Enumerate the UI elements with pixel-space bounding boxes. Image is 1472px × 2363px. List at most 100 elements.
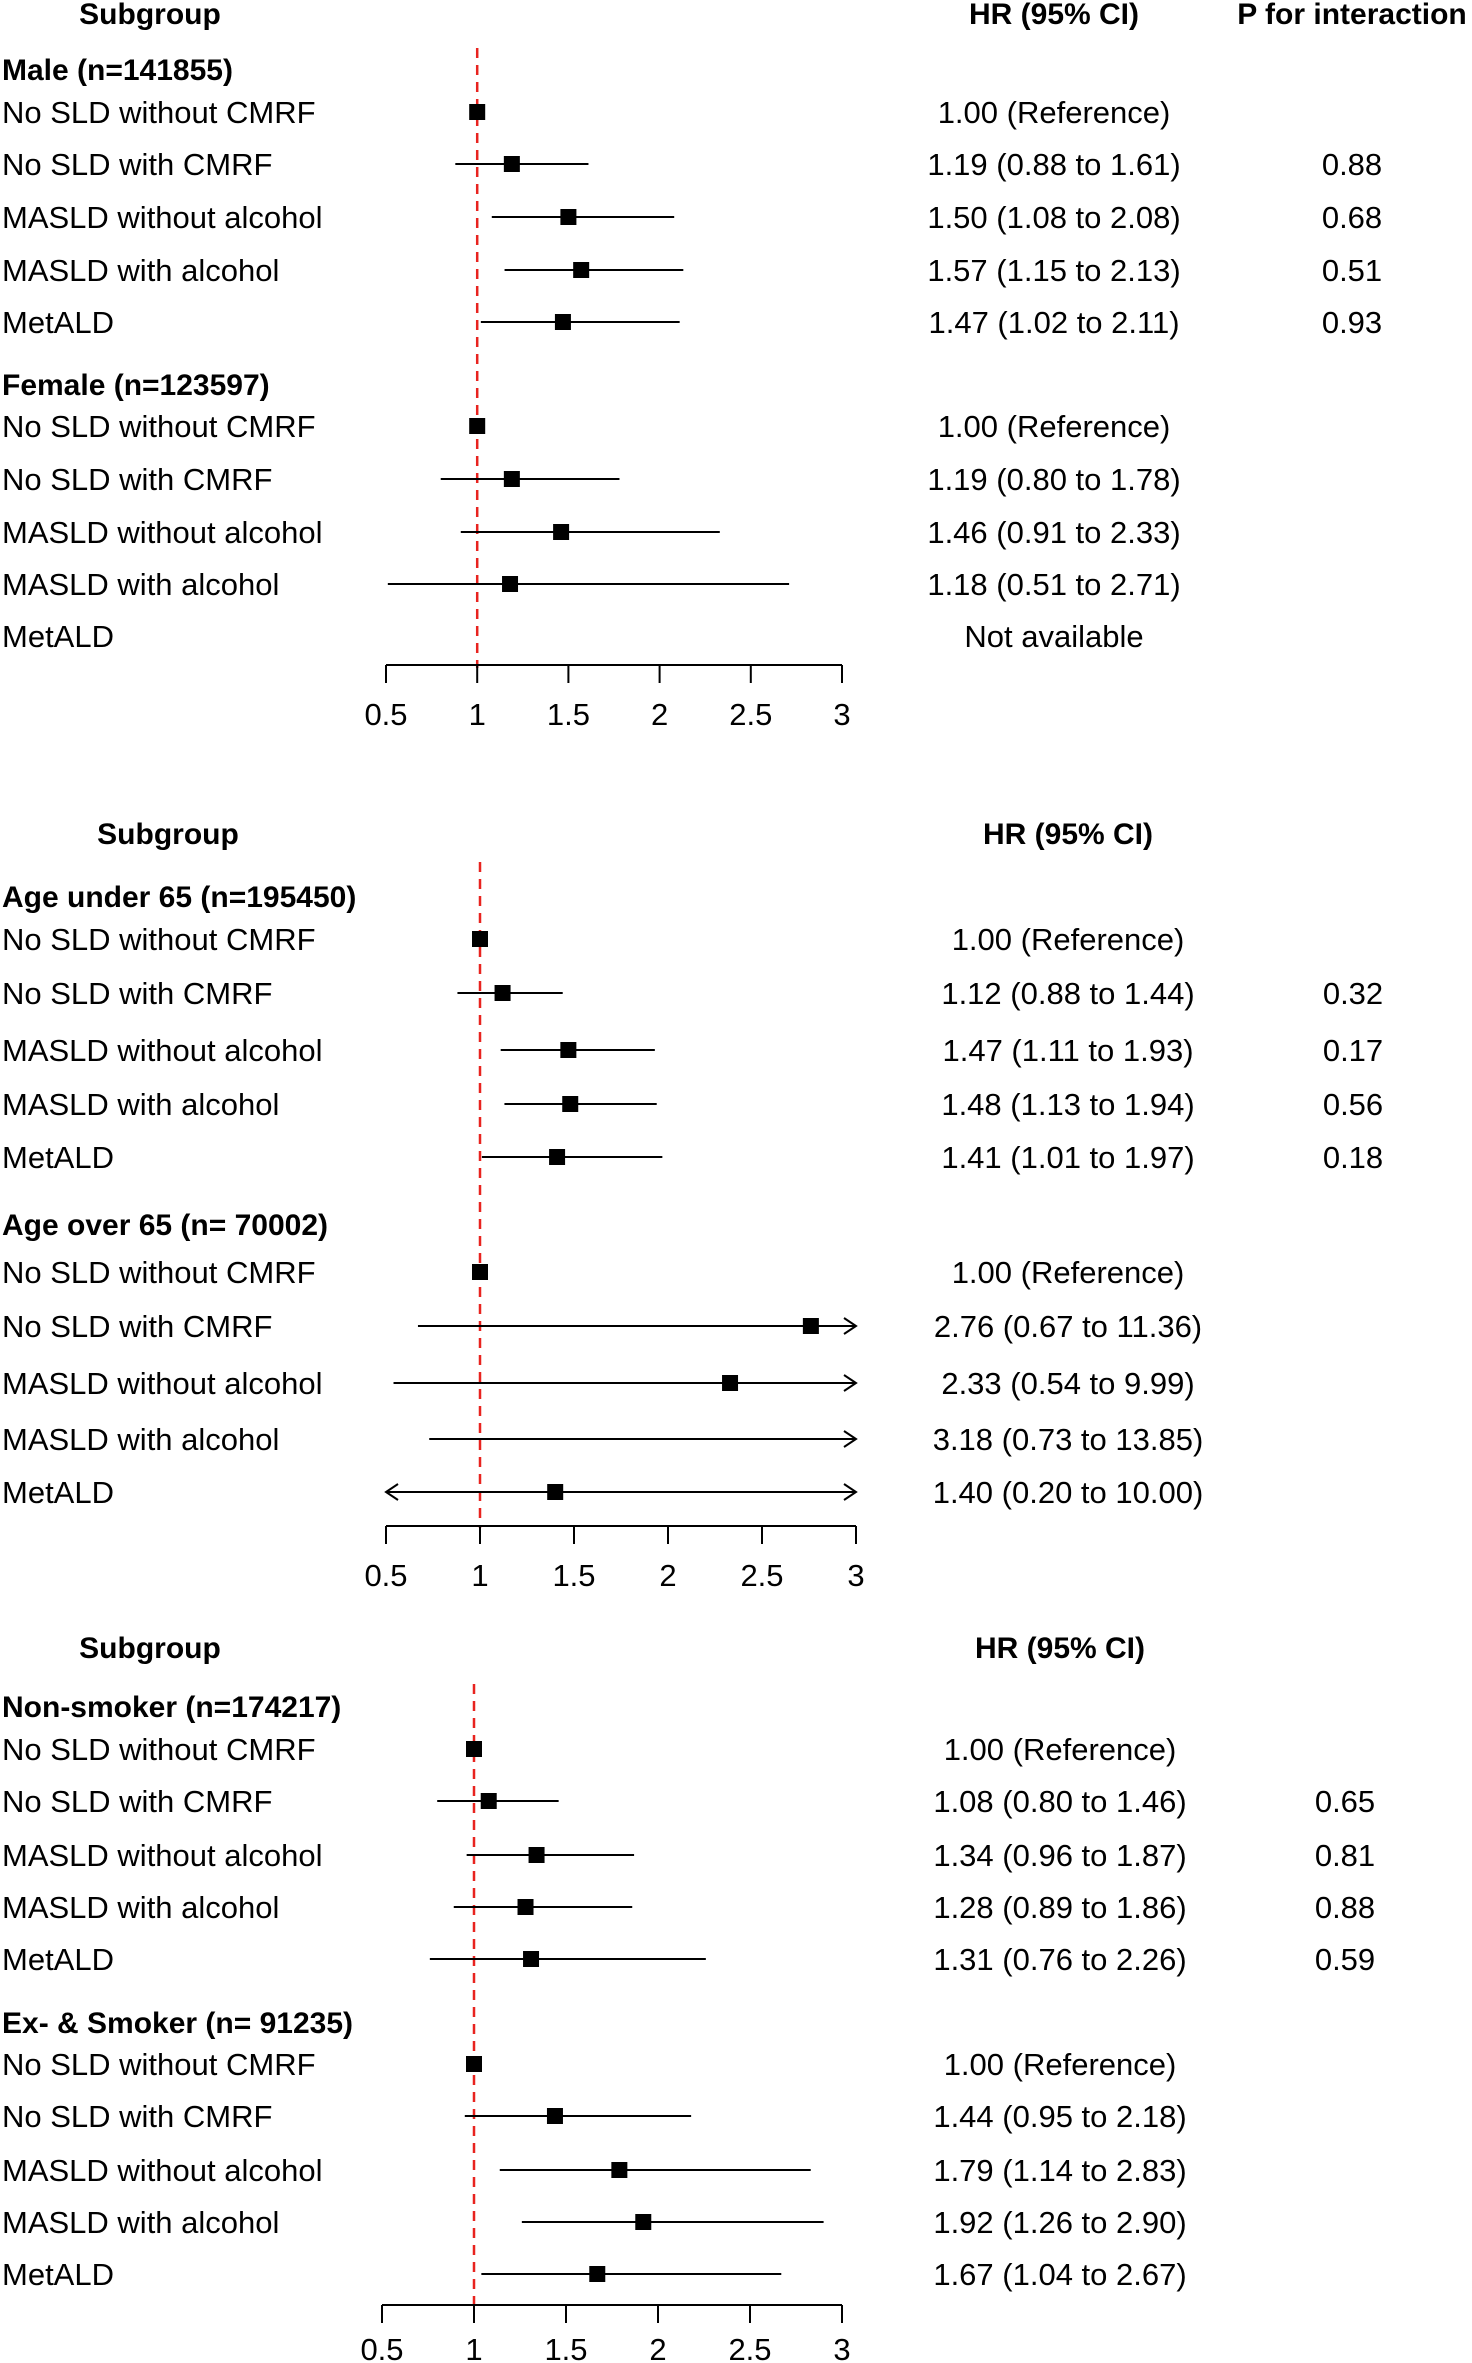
row-label: MASLD with alcohol xyxy=(2,1422,279,1457)
row-label: MASLD with alcohol xyxy=(2,1890,279,1925)
hr-ci-text: 1.00 (Reference) xyxy=(944,1732,1177,1767)
p-value: 0.59 xyxy=(1315,1942,1375,1977)
forest-row: No SLD without CMRF 1.00 (Reference) xyxy=(2,409,1170,444)
hr-marker xyxy=(466,2056,482,2072)
forest-row: MASLD with alcohol 1.28 (0.89 to 1.86) 0.8… xyxy=(2,1890,1375,1925)
hr-ci-text: 1.08 (0.80 to 1.46) xyxy=(933,1784,1186,1819)
row-label: No SLD with CMRF xyxy=(2,462,272,497)
hr-marker xyxy=(546,2108,563,2124)
row-label: MASLD without alcohol xyxy=(2,1033,323,1068)
x-tick-label: 0.5 xyxy=(364,1558,407,1593)
hr-ci-text: 1.41 (1.01 to 1.97) xyxy=(941,1140,1194,1175)
forest-row: No SLD without CMRF 1.00 (Reference) xyxy=(2,95,1170,130)
hr-marker xyxy=(722,1375,739,1391)
ci-arrow-right xyxy=(843,1374,858,1392)
row-label: No SLD without CMRF xyxy=(2,409,316,444)
hr-ci-text: 1.00 (Reference) xyxy=(952,1255,1185,1290)
ci-arrow-right xyxy=(843,1430,858,1448)
group-label: Non-smoker (n=174217) xyxy=(2,1691,341,1724)
forest-row: MASLD without alcohol 1.34 (0.96 to 1.87)… xyxy=(2,1838,1375,1873)
hr-ci-text: 1.00 (Reference) xyxy=(938,95,1171,130)
hr-ci-text: 1.19 (0.80 to 1.78) xyxy=(927,462,1180,497)
hr-ci-text: 1.28 (0.89 to 1.86) xyxy=(933,1890,1186,1925)
hr-ci-text: Not available xyxy=(964,619,1143,654)
forest-row: MASLD without alcohol 1.46 (0.91 to 2.33) xyxy=(2,515,1181,550)
p-interaction-header: P for interaction xyxy=(1237,0,1466,31)
hr-ci-text: 1.46 (0.91 to 2.33) xyxy=(927,515,1180,550)
hr-ci-text: 1.18 (0.51 to 2.71) xyxy=(927,567,1180,602)
hr-ci-text: 1.34 (0.96 to 1.87) xyxy=(933,1838,1186,1873)
p-value: 0.56 xyxy=(1323,1087,1383,1122)
forest-row: No SLD with CMRF 1.19 (0.88 to 1.61) 0.88 xyxy=(2,147,1382,182)
x-tick-label: 0.5 xyxy=(364,697,407,732)
forest-row: MASLD with alcohol 1.57 (1.15 to 2.13) 0.5… xyxy=(2,253,1382,288)
hr-ci-text: 1.00 (Reference) xyxy=(952,922,1185,957)
forest-row: MetALD 1.47 (1.02 to 2.11) 0.93 xyxy=(2,305,1382,340)
forest-row: No SLD with CMRF 1.44 (0.95 to 2.18) xyxy=(2,2099,1187,2134)
p-value: 0.51 xyxy=(1322,253,1382,288)
hr-marker xyxy=(554,314,571,330)
forest-row: MetALD Not available xyxy=(2,619,1144,654)
p-value: 0.88 xyxy=(1315,1890,1375,1925)
x-axis: 0.5 1 1.5 2 2.5 3 xyxy=(364,1525,865,1593)
ci-arrow-right xyxy=(843,1317,858,1335)
forest-row: MASLD without alcohol 1.79 (1.14 to 2.83) xyxy=(2,2153,1187,2188)
hr-marker xyxy=(549,1149,566,1165)
x-tick-label: 0.5 xyxy=(360,2332,403,2363)
subgroup-header: Subgroup xyxy=(97,818,239,851)
forest-panel-3: Subgroup HR (95% CI) Non-smoker (n=174217)… xyxy=(2,1632,1375,2363)
row-label: No SLD with CMRF xyxy=(2,1309,272,1344)
forest-row: MASLD with alcohol 3.18 (0.73 to 13.85) xyxy=(2,1422,1203,1457)
hr-ci-text: 1.92 (1.26 to 2.90) xyxy=(933,2205,1186,2240)
x-tick-label: 1.5 xyxy=(547,697,590,732)
x-tick-label: 1 xyxy=(465,2332,482,2363)
row-label: No SLD with CMRF xyxy=(2,2099,272,2134)
row-label: No SLD without CMRF xyxy=(2,1255,316,1290)
forest-row: No SLD without CMRF 1.00 (Reference) xyxy=(2,2047,1176,2082)
ci-arrow-right xyxy=(843,1483,858,1501)
row-label: No SLD with CMRF xyxy=(2,976,272,1011)
forest-row: MetALD 1.67 (1.04 to 2.67) xyxy=(2,2257,1187,2292)
hr-marker xyxy=(469,104,486,120)
hr-ci-text: 1.48 (1.13 to 1.94) xyxy=(941,1087,1194,1122)
hr-marker xyxy=(547,1484,564,1500)
hr-marker xyxy=(560,1042,577,1058)
x-tick-label: 3 xyxy=(833,2332,850,2363)
ci-arrow-left xyxy=(384,1483,399,1501)
x-tick-label: 1 xyxy=(471,1558,488,1593)
hr-marker xyxy=(562,1096,579,1112)
hr-marker xyxy=(589,2266,606,2282)
subgroup-header: Subgroup xyxy=(79,1632,221,1665)
row-label: No SLD with CMRF xyxy=(2,147,272,182)
hr-marker xyxy=(503,156,520,172)
forest-row: MASLD without alcohol 1.50 (1.08 to 2.08)… xyxy=(2,200,1382,235)
x-tick-label: 3 xyxy=(847,1558,864,1593)
row-label: MASLD without alcohol xyxy=(2,2153,323,2188)
forest-row: MASLD without alcohol 1.47 (1.11 to 1.93)… xyxy=(2,1033,1383,1068)
hr-header: HR (95% CI) xyxy=(983,818,1153,851)
hr-header: HR (95% CI) xyxy=(969,0,1139,31)
x-tick-label: 2 xyxy=(649,2332,666,2363)
x-axis: 0.5 1 1.5 2 2.5 3 xyxy=(364,664,851,732)
row-label: MASLD with alcohol xyxy=(2,1087,279,1122)
hr-marker xyxy=(802,1318,819,1334)
x-tick-label: 2 xyxy=(659,1558,676,1593)
forest-row: MASLD with alcohol 1.48 (1.13 to 1.94) 0.5… xyxy=(2,1087,1383,1122)
row-label: No SLD without CMRF xyxy=(2,1732,316,1767)
x-tick-label: 2 xyxy=(651,697,668,732)
hr-ci-text: 1.44 (0.95 to 2.18) xyxy=(933,2099,1186,2134)
row-label: MetALD xyxy=(2,619,114,654)
forest-row: No SLD with CMRF 1.19 (0.80 to 1.78) xyxy=(2,462,1181,497)
hr-marker xyxy=(523,1951,540,1967)
row-label: MASLD without alcohol xyxy=(2,1366,323,1401)
row-label: MASLD without alcohol xyxy=(2,515,323,550)
row-label: MASLD without alcohol xyxy=(2,200,323,235)
hr-ci-text: 1.12 (0.88 to 1.44) xyxy=(941,976,1194,1011)
x-tick-label: 1 xyxy=(469,697,486,732)
hr-marker xyxy=(466,1741,482,1757)
hr-ci-text: 1.50 (1.08 to 2.08) xyxy=(927,200,1180,235)
hr-ci-text: 2.33 (0.54 to 9.99) xyxy=(941,1366,1194,1401)
hr-marker xyxy=(553,524,570,540)
hr-ci-text: 1.31 (0.76 to 2.26) xyxy=(933,1942,1186,1977)
hr-marker xyxy=(472,1264,488,1280)
